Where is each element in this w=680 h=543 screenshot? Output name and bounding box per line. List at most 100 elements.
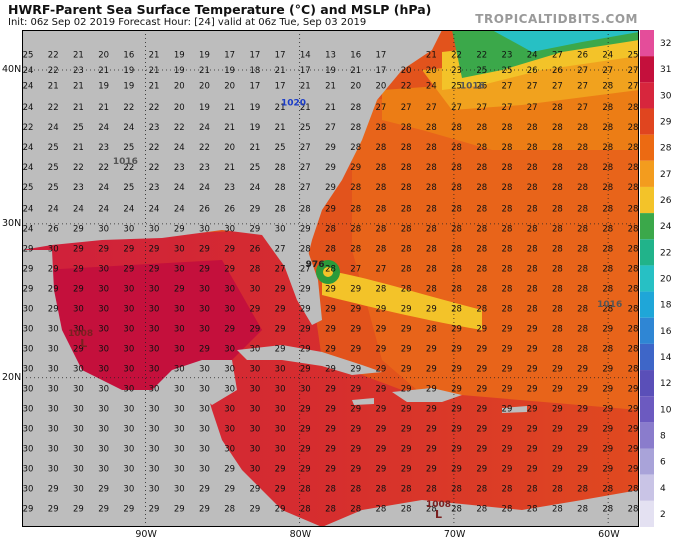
sst-value: 28 [300,204,311,214]
sst-value: 28 [527,264,538,274]
sst-value: 28 [451,244,462,254]
sst-value: 29 [527,385,538,395]
sst-value: 28 [476,305,487,315]
sst-value: 27 [602,66,613,76]
sst-value: 29 [476,345,487,355]
sst-value: 28 [376,143,387,153]
sst-value: 29 [426,305,437,315]
sst-value: 24 [48,123,59,133]
sst-value: 29 [73,345,84,355]
sst-value: 21 [224,123,235,133]
sst-map[interactable]: 25 22 21 20 16 21 19 19 17 17 17 14 13 16 17 21 22 22 23 24… [22,30,639,527]
sst-value: 29 [350,365,361,375]
sst-value: 30 [48,405,59,415]
sst-value: 29 [249,224,260,234]
sst-value: 27 [350,264,361,274]
pressure-label: 1016 [460,81,485,91]
sst-value: 29 [502,465,513,475]
sst-value: 30 [174,485,185,495]
sst-value: 25 [73,123,84,133]
cuba [237,345,382,375]
sst-value: 24 [98,123,109,133]
sst-value: 30 [73,325,84,335]
legend-label: 31 [660,65,671,75]
sst-value-labels: 25 22 21 20 16 21 19 19 17 17 17 14 13 16 17 21 22 22 23 24… [23,51,639,515]
sst-value: 27 [552,81,563,91]
sst-value: 20 [401,66,412,76]
sst-value: 28 [325,244,336,254]
sst-value: 29 [602,325,613,335]
sst-value: 28 [602,143,613,153]
sst-value: 30 [23,365,34,375]
sst-value: 28 [350,224,361,234]
hurricane-eye [323,267,333,277]
sst-value: 29 [451,345,462,355]
legend-swatch [640,265,654,292]
longitude-label: 70W [443,529,466,540]
sst-value: 30 [48,365,59,375]
sst-value: 30 [149,305,160,315]
legend-label: 20 [660,275,672,285]
sst-value: 25 [23,51,34,61]
sst-value: 18 [249,66,260,76]
sst-value: 28 [502,264,513,274]
sst-value: 28 [628,143,639,153]
sst-value: 28 [401,183,412,193]
legend-swatch [640,108,654,135]
sst-value: 29 [98,485,109,495]
sst-value: 24 [174,143,185,153]
sst-value: 29 [249,325,260,335]
sst-value: 29 [401,365,412,375]
sst-value: 28 [577,285,588,295]
sst-value: 27 [401,103,412,113]
sst-value: 28 [275,204,286,214]
sst-value: 20 [350,81,361,91]
sst-value: 28 [426,264,437,274]
map-canvas[interactable]: 25 22 21 20 16 21 19 19 17 17 17 14 13 16 17 21 22 22 23 24… [22,30,639,527]
sst-value: 30 [249,285,260,295]
sst-value: 28 [552,305,563,315]
sst-value: 28 [527,183,538,193]
sst-value: 27 [502,81,513,91]
sst-value: 28 [476,264,487,274]
sst-value: 28 [577,143,588,153]
sst-value: 29 [325,285,336,295]
sst-value: 30 [73,305,84,315]
sst-value: 17 [249,51,260,61]
sst-value: 28 [376,244,387,254]
sst-value: 23 [98,143,109,153]
sst-value: 16 [123,51,134,61]
sst-value: 24 [426,81,437,91]
sst-value: 19 [123,66,134,76]
sst-value: 21 [48,81,59,91]
sst-value: 30 [123,305,134,315]
sst-value: 19 [174,51,185,61]
legend-swatch [640,30,654,57]
sst-value: 29 [552,405,563,415]
sst-value: 29 [249,305,260,315]
sst-value: 28 [602,123,613,133]
pressure-label: 1016 [597,300,622,310]
legend-label: 27 [660,170,671,180]
sst-value: 30 [199,285,210,295]
sst-value: 28 [451,143,462,153]
sst-value: 29 [123,244,134,254]
legend-label: 6 [660,458,666,468]
sst-value: 29 [527,465,538,475]
sst-band-20 [492,30,639,52]
sst-value: 27 [275,244,286,254]
sst-value: 29 [123,505,134,515]
sst-value: 21 [300,81,311,91]
sst-value: 28 [552,163,563,173]
sst-value: 28 [451,123,462,133]
sst-value: 30 [149,465,160,475]
sst-value: 19 [199,103,210,113]
sst-value: 24 [23,143,34,153]
storm-cold-wake [322,270,482,330]
sst-value: 29 [401,325,412,335]
sst-value: 22 [174,123,185,133]
sst-value: 30 [174,465,185,475]
sst-value: 29 [577,405,588,415]
sst-value: 29 [451,445,462,455]
legend-label: 10 [660,405,672,415]
